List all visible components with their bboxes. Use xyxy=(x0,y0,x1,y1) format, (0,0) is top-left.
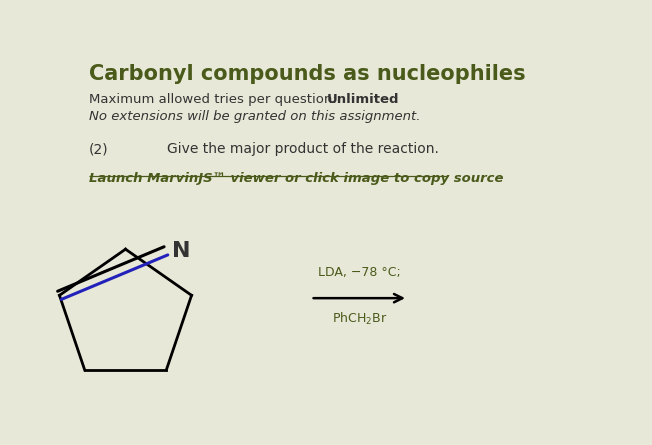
Text: Give the major product of the reaction.: Give the major product of the reaction. xyxy=(168,142,439,157)
Text: LDA, −78 °C;: LDA, −78 °C; xyxy=(318,267,401,279)
Text: No extensions will be granted on this assignment.: No extensions will be granted on this as… xyxy=(89,110,421,123)
Text: N: N xyxy=(172,241,190,261)
Text: PhCH$_2$Br: PhCH$_2$Br xyxy=(332,311,387,327)
Text: Maximum allowed tries per question:: Maximum allowed tries per question: xyxy=(89,93,341,106)
Text: Launch MarvinJS™ viewer or click image to copy source: Launch MarvinJS™ viewer or click image t… xyxy=(89,172,503,185)
Text: Carbonyl compounds as nucleophiles: Carbonyl compounds as nucleophiles xyxy=(89,64,526,84)
Text: (2): (2) xyxy=(89,142,109,157)
Text: Unlimited: Unlimited xyxy=(327,93,399,106)
